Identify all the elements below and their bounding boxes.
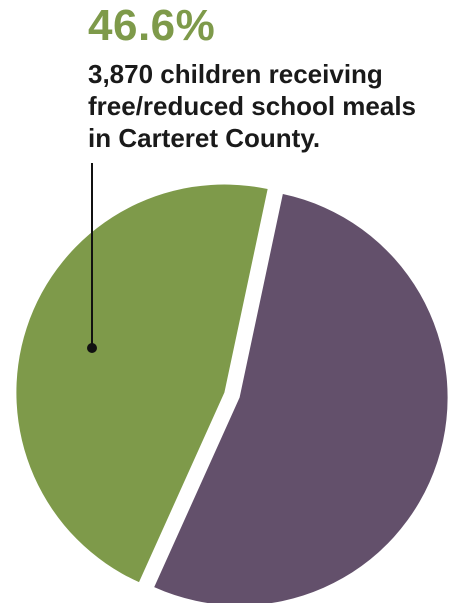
description-line-2: free/reduced school meals xyxy=(88,91,417,121)
pie-slice-1 xyxy=(16,184,268,583)
highlight-percent: 46.6% xyxy=(88,1,216,50)
description-line-3: in Carteret County. xyxy=(88,123,321,153)
pie-slice-2 xyxy=(154,194,448,603)
pie-slices xyxy=(16,184,448,603)
highlight-description: 3,870 children receiving free/reduced sc… xyxy=(88,58,416,154)
annotation-leader-dot xyxy=(87,343,97,353)
description-line-1: 3,870 children receiving xyxy=(88,59,383,89)
